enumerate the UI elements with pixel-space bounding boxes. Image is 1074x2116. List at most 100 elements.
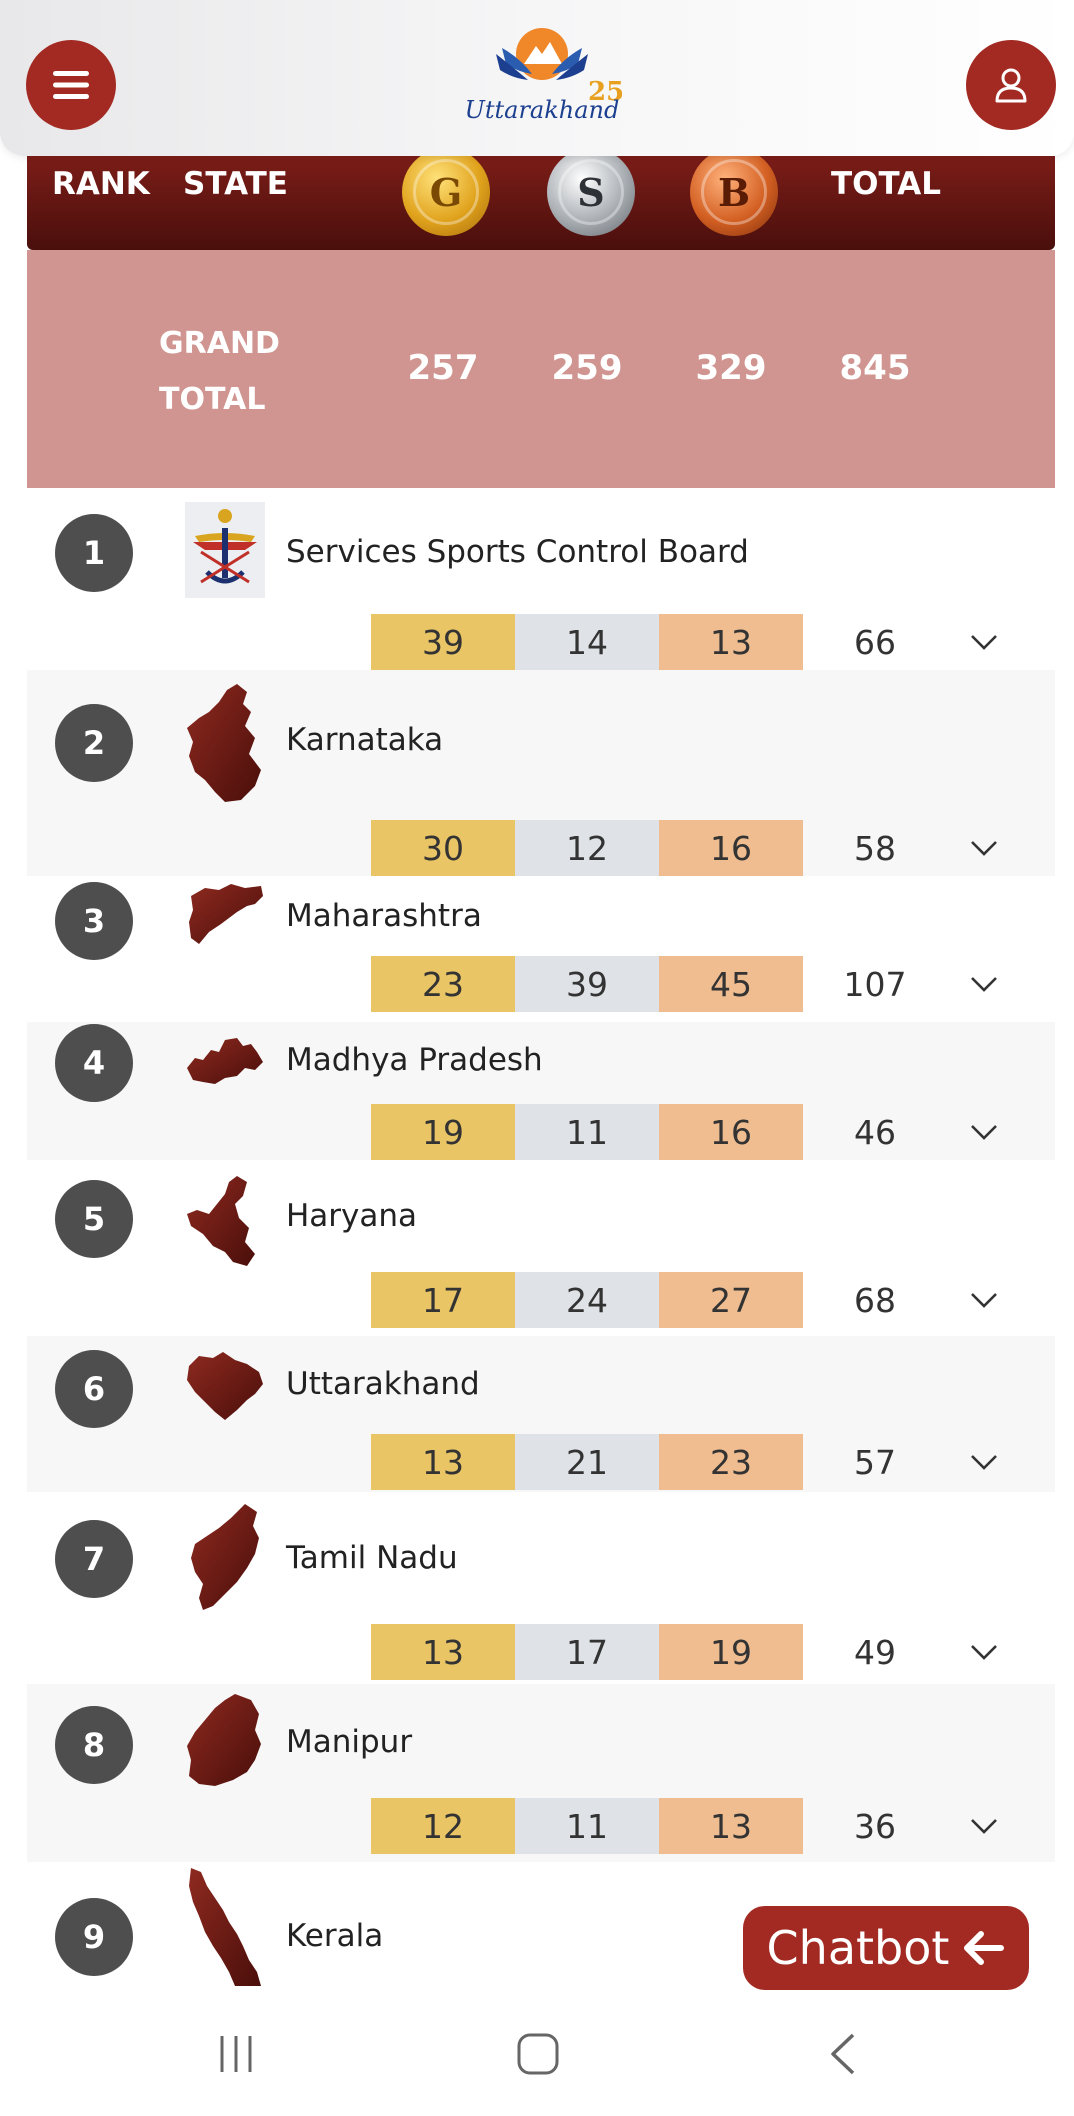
state-name: Maharashtra: [286, 898, 482, 934]
grand-total-label-line2: TOTAL: [159, 382, 266, 417]
rank-badge: 2: [55, 704, 133, 782]
grand-total-gold: 257: [407, 348, 479, 388]
arrow-left-icon: [964, 1931, 1005, 1965]
madhya-pradesh-map-icon: [185, 1032, 265, 1088]
chevron-down-icon: [971, 1293, 997, 1308]
gold-count: 13: [371, 1434, 515, 1490]
uttarakhand-map-icon: [185, 1350, 265, 1422]
logo-text: Uttarakhand: [464, 96, 620, 124]
rank-badge: 1: [55, 514, 133, 592]
games-logo[interactable]: 25 Uttarakhand: [462, 24, 622, 136]
bronze-count: 27: [659, 1272, 803, 1328]
table-row[interactable]: 4 Madhya Pradesh 19 11 16 46: [27, 1022, 1055, 1160]
back-button[interactable]: [812, 2024, 872, 2084]
total-count: 46: [854, 1112, 896, 1152]
medal-table-body: 1 Services Sports Control Board 39 14 13…: [27, 488, 1055, 1988]
table-row[interactable]: 2 Karnataka 30 12 16 58: [27, 670, 1055, 876]
menu-button[interactable]: [26, 40, 116, 130]
recent-apps-icon: [220, 2036, 252, 2072]
bronze-medal-icon: B: [690, 148, 778, 236]
system-navigation-bar: [0, 1988, 1074, 2116]
bronze-count: 45: [659, 956, 803, 1012]
expand-row-button[interactable]: [967, 1798, 1001, 1854]
grand-total-row: GRAND TOTAL 257 259 329 845: [27, 250, 1055, 488]
rank-badge: 9: [55, 1898, 133, 1976]
grand-total-label: GRAND TOTAL: [159, 316, 280, 428]
silver-count: 39: [515, 956, 659, 1012]
user-icon: [995, 68, 1027, 103]
grand-total-label-line1: GRAND: [159, 326, 280, 361]
profile-button[interactable]: [966, 40, 1056, 130]
gold-count: 17: [371, 1272, 515, 1328]
silver-count: 14: [515, 614, 659, 670]
bronze-count: 13: [659, 614, 803, 670]
bronze-count: 13: [659, 1798, 803, 1854]
table-row[interactable]: 1 Services Sports Control Board 39 14 13…: [27, 488, 1055, 670]
chevron-down-icon: [971, 1125, 997, 1140]
silver-count: 11: [515, 1798, 659, 1854]
table-row[interactable]: 9 Kerala: [27, 1862, 1055, 1988]
silver-count: 12: [515, 820, 659, 876]
bronze-column-header: B: [717, 169, 751, 215]
table-row[interactable]: 6 Uttarakhand 13 21 23 57: [27, 1336, 1055, 1492]
chatbot-label: Chatbot: [766, 1921, 950, 1975]
bronze-count: 16: [659, 1104, 803, 1160]
rank-column-header: RANK: [52, 166, 150, 202]
kerala-map-icon: [185, 1866, 265, 1986]
logo-emblem-icon: 25: [496, 28, 622, 104]
rank-badge: 5: [55, 1180, 133, 1258]
state-name: Kerala: [286, 1918, 384, 1954]
expand-row-button[interactable]: [967, 614, 1001, 670]
grand-total-total: 845: [839, 348, 911, 388]
chevron-down-icon: [971, 1819, 997, 1834]
chevron-down-icon: [971, 977, 997, 992]
grand-total-silver: 259: [551, 348, 623, 388]
table-row[interactable]: 7 Tamil Nadu 13 17 19 49: [27, 1492, 1055, 1684]
chevron-down-icon: [971, 1455, 997, 1470]
total-count: 49: [854, 1632, 896, 1672]
chatbot-button[interactable]: Chatbot: [743, 1906, 1029, 1990]
state-name: Uttarakhand: [286, 1366, 480, 1402]
tamil-nadu-map-icon: [185, 1502, 265, 1612]
rank-badge: 8: [55, 1706, 133, 1784]
bronze-count: 16: [659, 820, 803, 876]
gold-count: 39: [371, 614, 515, 670]
gold-medal-icon: G: [402, 148, 490, 236]
hamburger-icon: [53, 71, 89, 99]
state-name: Tamil Nadu: [286, 1540, 458, 1576]
total-count: 68: [854, 1280, 896, 1320]
haryana-map-icon: [185, 1174, 265, 1268]
svg-text:25: 25: [588, 77, 622, 104]
expand-row-button[interactable]: [967, 1272, 1001, 1328]
silver-count: 11: [515, 1104, 659, 1160]
table-row[interactable]: 5 Haryana 17 24 27 68: [27, 1160, 1055, 1336]
chevron-down-icon: [971, 1645, 997, 1660]
rank-badge: 6: [55, 1350, 133, 1428]
total-column-header: TOTAL: [831, 166, 941, 202]
gold-count: 13: [371, 1624, 515, 1680]
expand-row-button[interactable]: [967, 956, 1001, 1012]
expand-row-button[interactable]: [967, 1624, 1001, 1680]
state-name: Haryana: [286, 1198, 418, 1234]
table-row[interactable]: 8 Manipur 12 11 13 36: [27, 1684, 1055, 1862]
rank-badge: 3: [55, 882, 133, 960]
expand-row-button[interactable]: [967, 1434, 1001, 1490]
total-count: 36: [854, 1806, 896, 1846]
total-count: 58: [854, 828, 896, 868]
silver-count: 21: [515, 1434, 659, 1490]
expand-row-button[interactable]: [967, 820, 1001, 876]
back-icon: [831, 2033, 855, 2075]
table-row[interactable]: 3 Maharashtra 23 39 45 107: [27, 876, 1055, 1022]
maharashtra-map-icon: [185, 882, 265, 948]
app-header: 25 Uttarakhand: [0, 0, 1074, 156]
manipur-map-icon: [185, 1692, 265, 1788]
total-count: 107: [843, 964, 907, 1004]
home-button[interactable]: [508, 2024, 568, 2084]
karnataka-map-icon: [185, 682, 265, 804]
medal-table-header: RANK STATE G S B TOTAL: [27, 148, 1055, 250]
state-name: Karnataka: [286, 722, 444, 758]
silver-count: 24: [515, 1272, 659, 1328]
recent-apps-button[interactable]: [206, 2024, 266, 2084]
state-name: Services Sports Control Board: [286, 534, 749, 570]
expand-row-button[interactable]: [967, 1104, 1001, 1160]
